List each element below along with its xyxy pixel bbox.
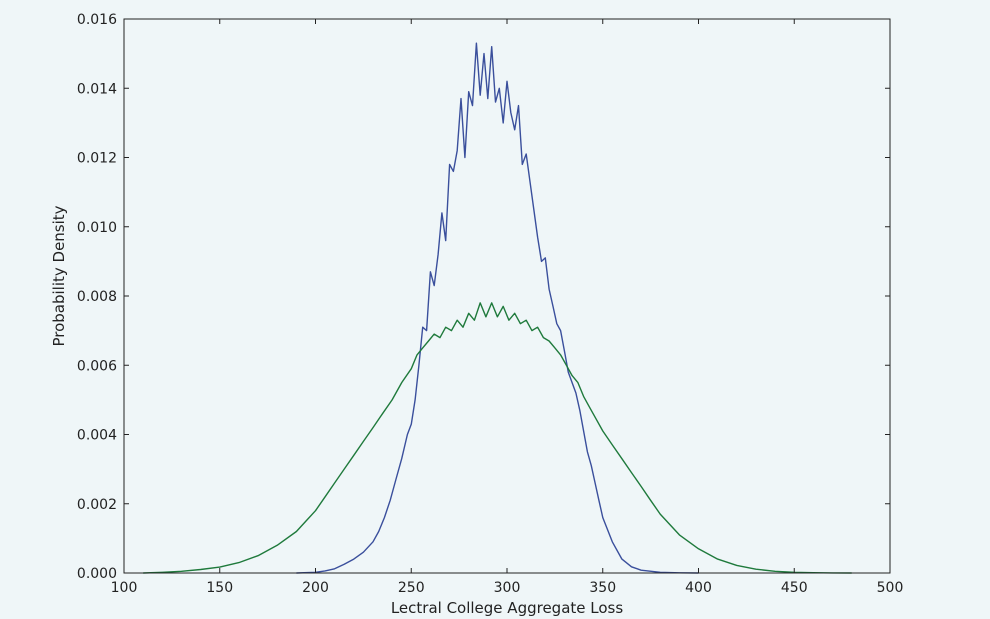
x-tick-label: 400 [685, 580, 712, 596]
y-tick-label: 0.014 [77, 81, 117, 97]
y-tick-label: 0.002 [77, 497, 117, 513]
y-tick-label: 0.012 [77, 151, 117, 167]
y-tick-label: 0.016 [77, 12, 117, 28]
y-tick-label: 0.008 [77, 289, 117, 305]
x-tick-label: 450 [781, 580, 808, 596]
x-tick-label: 250 [398, 580, 425, 596]
y-tick-label: 0.004 [77, 428, 117, 444]
x-tick-label: 500 [877, 580, 904, 596]
x-tick-label: 350 [589, 580, 616, 596]
y-tick-label: 0.006 [77, 358, 117, 374]
x-tick-label: 150 [206, 580, 233, 596]
series-line-1 [296, 42, 699, 574]
x-tick-label: 200 [302, 580, 329, 596]
x-axis-label: Lectral College Aggregate Loss [391, 599, 624, 617]
y-tick-label: 0.010 [77, 220, 117, 236]
series-line-2 [143, 302, 852, 574]
x-tick-label: 100 [111, 580, 138, 596]
y-tick-label: 0.000 [77, 566, 117, 582]
plot-area [143, 42, 852, 574]
ticks: 100 150 200 250 300 350 400 450 500 0.000 0.002 0.0… [77, 12, 903, 596]
y-axis-label: Probability Density [50, 205, 68, 346]
x-tick-label: 300 [494, 580, 521, 596]
plot-frame [123, 18, 891, 574]
